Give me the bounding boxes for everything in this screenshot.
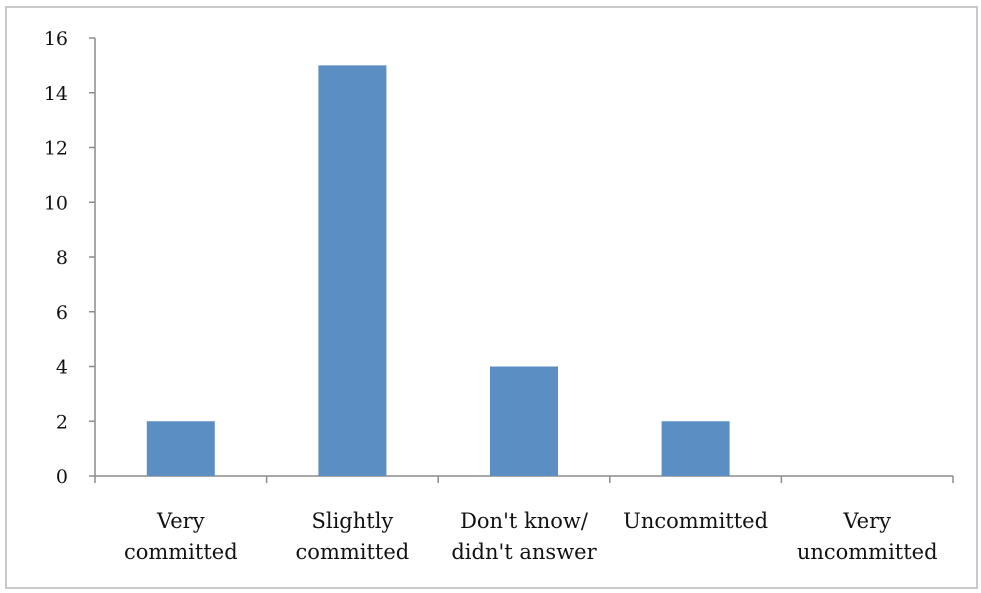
x-category-label: Don't know/didn't answer	[451, 509, 597, 564]
bar	[318, 65, 387, 476]
x-category-label-line: Very	[156, 509, 205, 533]
y-tick-label: 6	[56, 302, 68, 324]
x-category-label: Very uncommitted	[797, 509, 938, 564]
x-axis-labels: Very committed Slightly committed Don't know…	[124, 509, 938, 564]
y-tick-label: 10	[44, 192, 68, 214]
x-category-label: Slightly committed	[296, 509, 410, 564]
bar	[661, 421, 730, 476]
y-tick-label: 4	[56, 357, 68, 379]
x-category-label-line: Very	[842, 509, 891, 533]
y-axis-ticks: 0 2 4 6 8 10 12 14 16	[44, 28, 95, 488]
x-category-label-line: didn't answer	[451, 540, 597, 564]
x-category-label-line: Slightly	[311, 509, 393, 533]
y-tick-label: 0	[56, 466, 68, 488]
x-category-label: Uncommitted	[623, 509, 768, 533]
chart-frame	[5, 6, 978, 589]
y-tick-label: 2	[56, 411, 68, 433]
bars	[146, 65, 730, 476]
y-tick-label: 12	[44, 138, 68, 160]
x-category-label-line: uncommitted	[797, 540, 938, 564]
x-category-label: Very committed	[124, 509, 238, 564]
x-category-label-line: committed	[124, 540, 238, 564]
y-tick-label: 14	[44, 83, 68, 105]
x-category-label-line: committed	[296, 540, 410, 564]
y-tick-label: 8	[56, 247, 68, 269]
x-category-label-line: Uncommitted	[623, 509, 768, 533]
x-category-label-line: Don't know/	[460, 509, 589, 533]
y-tick-label: 16	[44, 28, 68, 50]
bar	[490, 366, 558, 476]
bar	[146, 421, 215, 476]
